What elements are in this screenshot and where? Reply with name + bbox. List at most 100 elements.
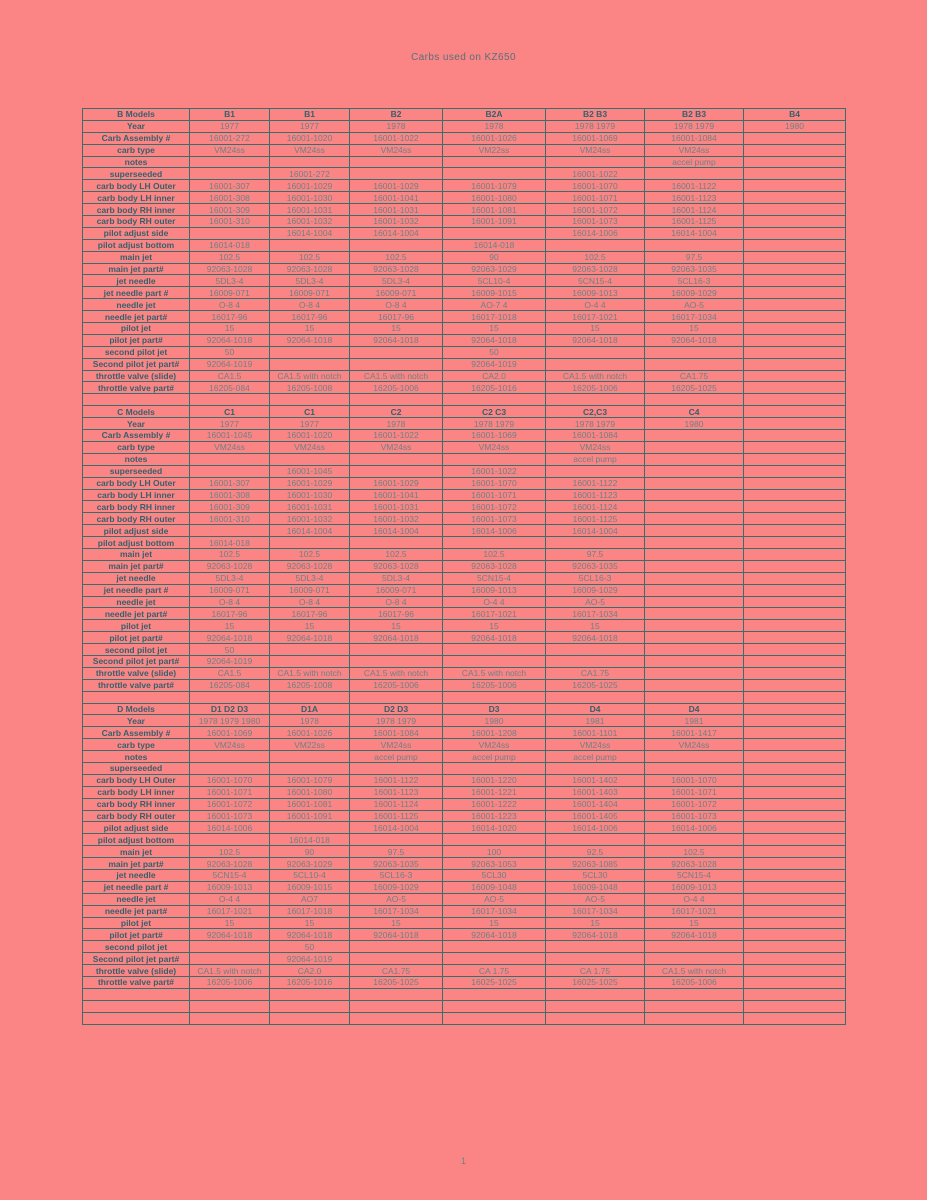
row-label-cell: pilot jet part# [82,928,190,942]
value-cell: 16009-071 [189,286,270,300]
row-label-cell: carb body RH inner [82,203,190,217]
value-cell: VM24ss [442,738,546,752]
value-cell [545,238,645,252]
value-cell: CA1.5 with notch [269,666,350,680]
table-row: second pilot jet 50 [82,940,846,954]
row-label-cell: Second pilot jet part# [82,654,190,668]
table-row: superseeded 16001-1045 16001-1022 [82,464,846,478]
value-cell [743,654,846,668]
value-cell: O-4 4 [189,892,270,906]
row-label-cell: throttle valve part# [82,976,190,989]
value-cell [349,155,443,169]
blank-cell [269,999,350,1013]
value-cell: 92063-1085 [545,857,645,870]
value-cell: 92063-1029 [269,857,350,870]
value-cell: CA1.5 with notch [545,369,645,383]
value-cell: 16009-1013 [545,286,645,300]
value-cell [743,964,846,978]
value-cell: 16001-1026 [269,726,350,740]
row-label-cell: superseeded [82,761,190,775]
section-header-cell: B Models [82,108,190,121]
value-cell: 16001-1122 [644,179,744,193]
value-cell: 102.5 [189,250,270,264]
blank-cell [442,999,546,1013]
value-cell: 16001-1072 [545,203,645,217]
value-cell: 16001-1080 [442,191,546,205]
value-cell: VM24ss [189,738,270,752]
value-cell [189,452,270,466]
row-label-cell: pilot adjust side [82,524,190,538]
table-row: pilot adjust side 16014-1004 16014-1004 160… [82,524,846,538]
row-label-cell: carb body RH inner [82,797,190,811]
value-cell [743,726,846,740]
value-cell: 16001-1022 [349,429,443,442]
table-row: superseeded 16001-272 16001-1022 [82,167,846,181]
value-cell: 16001-1123 [545,488,645,502]
page-number: 1 [460,1156,466,1166]
table-row: throttle valve part# 16205-084 16205-1008 1… [82,381,846,395]
table-row: second pilot jet 50 50 [82,345,846,359]
value-cell: 16009-1029 [349,880,443,894]
value-cell: 16001-1041 [349,191,443,205]
model-header-cell: C1 [189,405,270,419]
table-row: jet needle part #16009-071 16009-071 16009… [82,583,846,597]
table-row: Carb Assembly #16001-1069 16001-1026 16001… [82,726,846,740]
row-label-cell: pilot adjust side [82,821,190,835]
value-cell: 102.5 [545,250,645,264]
row-label-cell: throttle valve part# [82,678,190,692]
value-cell: 16017-1034 [349,904,443,918]
value-cell [743,845,846,859]
value-cell: 16001-1045 [269,464,350,478]
value-cell [269,345,350,359]
row-label-cell: jet needle [82,571,190,585]
value-cell: CA1.75 [349,964,443,978]
value-cell: 16001-1071 [545,191,645,205]
value-cell: 92064-1018 [349,928,443,942]
value-cell: 102.5 [269,250,350,264]
row-label-cell: carb body RH inner [82,500,190,514]
value-cell: O-8 4 [269,298,350,312]
section-header-cell: C Models [82,405,190,419]
value-cell: 16001-307 [189,179,270,193]
value-cell: 16205-1006 [644,976,744,989]
value-cell [743,512,846,526]
value-cell: 16014-1004 [269,524,350,538]
value-cell [644,547,744,561]
table-row: pilot jet part# 92064-1018 92064-1018 92064… [82,333,846,347]
value-cell: 1978 1979 [545,417,645,431]
blank-cell [349,987,443,1001]
model-header-cell: D1A [269,702,350,716]
value-cell [743,298,846,312]
value-cell: 15 [442,916,546,930]
value-cell: 16001-1124 [349,797,443,811]
blank-cell [545,1011,645,1025]
table-row: throttle valve (slide) CA1.5 CA1.5 with no… [82,369,846,383]
value-cell: 1978 [442,119,546,133]
value-cell: O-4 4 [442,595,546,609]
value-cell: 16205-1006 [349,678,443,692]
value-cell [743,322,846,335]
value-cell [743,607,846,621]
row-label-cell: carb body LH inner [82,488,190,502]
value-cell: 16009-1015 [269,880,350,894]
row-label-cell: jet needle part # [82,286,190,300]
value-cell: 16017-1034 [545,904,645,918]
value-cell [644,452,744,466]
model-header-cell: B2 B3 [545,108,645,121]
value-cell: CA2.0 [269,964,350,978]
value-cell [442,167,546,181]
value-cell [644,940,744,954]
value-cell [743,714,846,728]
value-cell: 92.5 [545,845,645,859]
value-cell: O-8 4 [349,595,443,609]
value-cell [644,559,744,573]
value-cell: 15 [545,619,645,633]
blank-cell [743,999,846,1013]
row-label-cell: main jet [82,250,190,264]
value-cell [545,654,645,668]
value-cell [644,512,744,526]
value-cell: 5CL10-4 [269,869,350,882]
value-cell: 15 [644,322,744,335]
value-cell: VM24ss [644,738,744,752]
row-label-cell: pilot jet part# [82,631,190,645]
